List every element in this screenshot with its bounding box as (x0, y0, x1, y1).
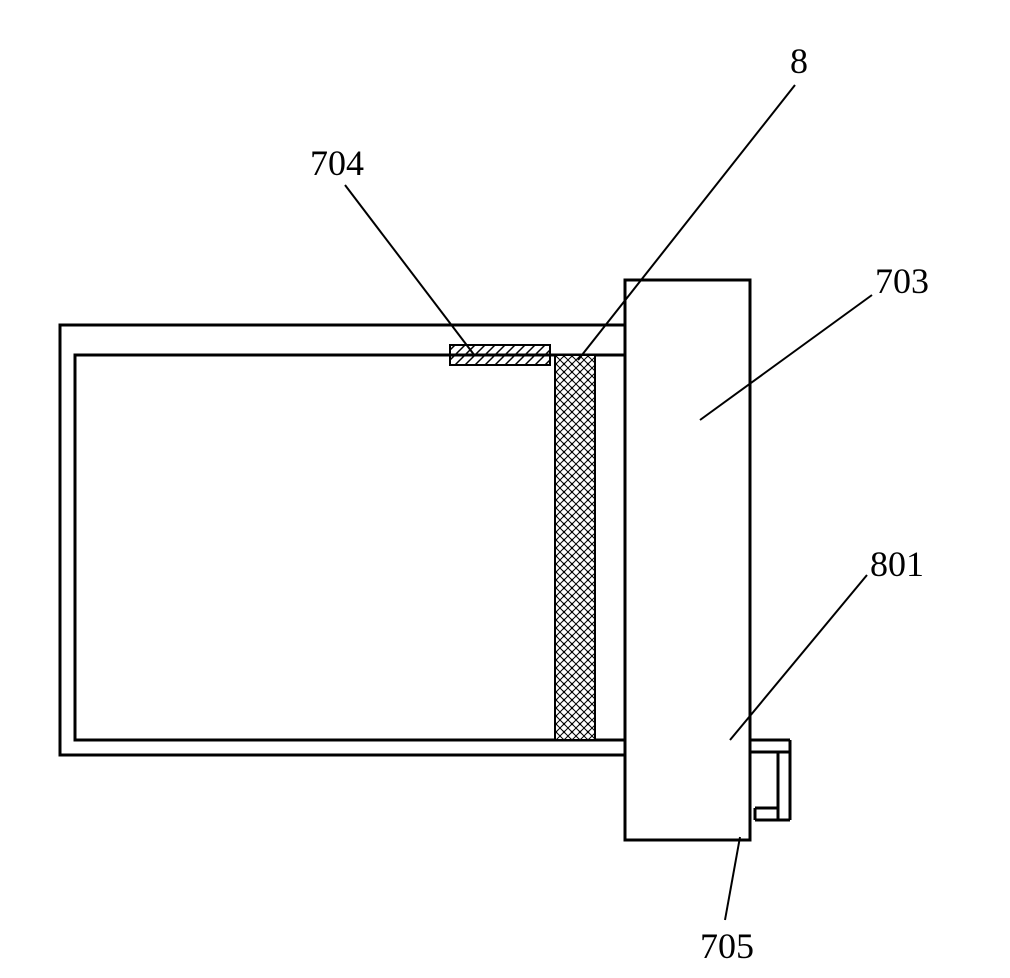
leader-lines (345, 85, 872, 920)
label-703: 703 (875, 260, 929, 302)
label-8: 8 (790, 40, 808, 82)
patterned-bar (555, 355, 595, 740)
right-column (625, 280, 750, 840)
label-705: 705 (700, 925, 754, 967)
top-tab (450, 345, 550, 365)
main-enclosure (60, 325, 630, 755)
label-801: 801 (870, 543, 924, 585)
right-arm (750, 740, 790, 820)
diagram-svg (0, 0, 1010, 978)
leader-705 (725, 837, 740, 920)
leader-704 (345, 185, 475, 356)
label-704: 704 (310, 142, 364, 184)
